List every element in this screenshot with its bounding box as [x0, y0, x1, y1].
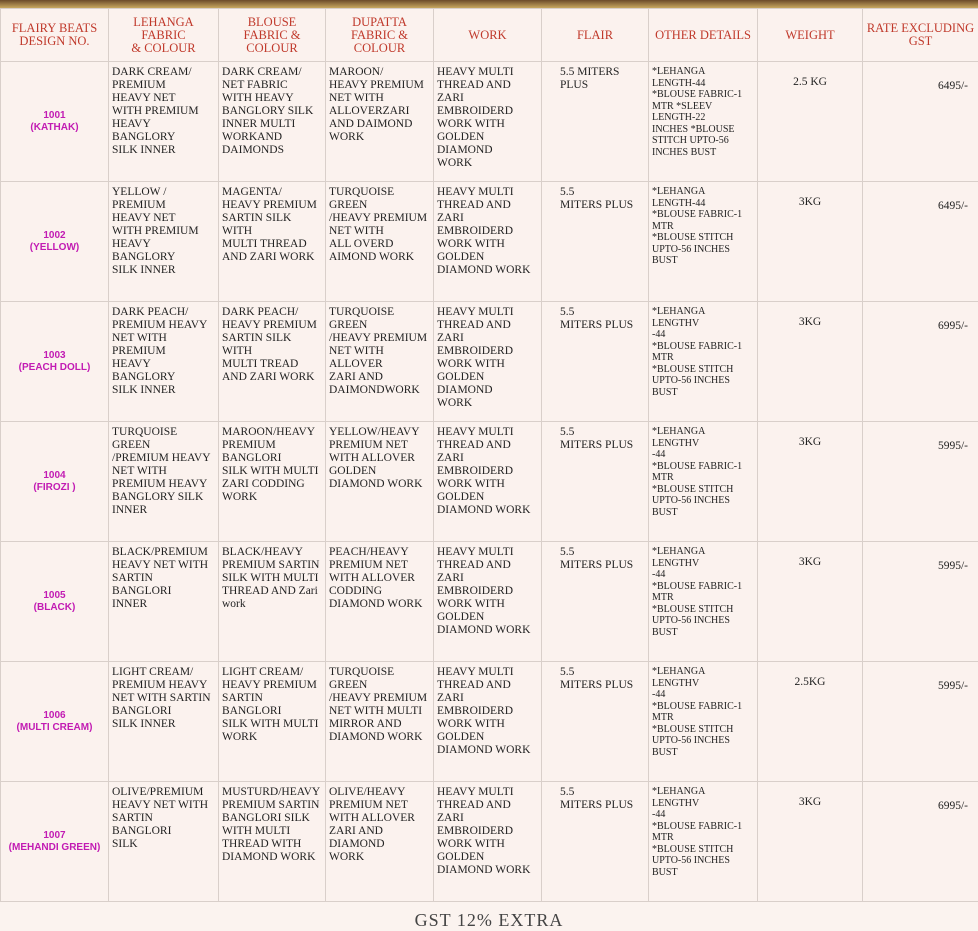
cell-work: HEAVY MULTI THREAD AND ZARI EMBROIDERD W… — [434, 62, 542, 182]
cell-dupatta-fabric: TURQUOISE GREEN /HEAVY PREMIUM NET WITH … — [326, 662, 434, 782]
cell-work: HEAVY MULTI THREAD AND ZARI EMBROIDERD W… — [434, 782, 542, 902]
cell-weight: 3KG — [758, 422, 863, 542]
cell-rate: 6995/- — [863, 782, 978, 902]
cell-blouse-fabric: MAROON/HEAVY PREMIUM BANGLORI SILK WITH … — [219, 422, 326, 542]
column-header: WORK — [434, 9, 542, 62]
cell-lehanga-fabric: BLACK/PREMIUM HEAVY NET WITH SARTIN BANG… — [109, 542, 219, 662]
cell-other-details: *LEHANGA LENGTHV -44 *BLOUSE FABRIC-1 MT… — [649, 302, 758, 422]
cell-blouse-fabric: DARK PEACH/ HEAVY PREMIUM SARTIN SILK WI… — [219, 302, 326, 422]
cell-weight: 2.5 KG — [758, 62, 863, 182]
cell-lehanga-fabric: YELLOW / PREMIUM HEAVY NET WITH PREMIUM … — [109, 182, 219, 302]
cell-rate: 6495/- — [863, 182, 978, 302]
cell-other-details: *LEHANGA LENGTHV -44 *BLOUSE FABRIC-1 MT… — [649, 422, 758, 542]
cell-weight: 3KG — [758, 302, 863, 422]
cell-weight: 2.5KG — [758, 662, 863, 782]
table-row: 1006 (MULTI CREAM)LIGHT CREAM/ PREMIUM H… — [1, 662, 978, 782]
column-header: BLOUSE FABRIC & COLOUR — [219, 9, 326, 62]
cell-other-details: *LEHANGA LENGTH-44 *BLOUSE FABRIC-1 MTR … — [649, 182, 758, 302]
cell-work: HEAVY MULTI THREAD AND ZARI EMBROIDERD W… — [434, 422, 542, 542]
cell-blouse-fabric: MAGENTA/ HEAVY PREMIUM SARTIN SILK WITH … — [219, 182, 326, 302]
cell-other-details: *LEHANGA LENGTHV -44 *BLOUSE FABRIC-1 MT… — [649, 542, 758, 662]
cell-dupatta-fabric: MAROON/ HEAVY PREMIUM NET WITH ALLOVERZA… — [326, 62, 434, 182]
cell-lehanga-fabric: DARK CREAM/ PREMIUM HEAVY NET WITH PREMI… — [109, 62, 219, 182]
cell-design-no: 1004 (FIROZI ) — [1, 422, 109, 542]
cell-design-no: 1006 (MULTI CREAM) — [1, 662, 109, 782]
cell-flair: 5.5 MITERS PLUS — [542, 422, 649, 542]
table-row: 1003 (PEACH DOLL)DARK PEACH/ PREMIUM HEA… — [1, 302, 978, 422]
cell-dupatta-fabric: TURQUOISE GREEN /HEAVY PREMIUM NET WITH … — [326, 182, 434, 302]
cell-lehanga-fabric: DARK PEACH/ PREMIUM HEAVY NET WITH PREMI… — [109, 302, 219, 422]
table-row: 1004 (FIROZI )TURQUOISE GREEN /PREMIUM H… — [1, 422, 978, 542]
column-header: WEIGHT — [758, 9, 863, 62]
column-header: LEHANGA FABRIC & COLOUR — [109, 9, 219, 62]
column-header: DUPATTA FABRIC & COLOUR — [326, 9, 434, 62]
cell-flair: 5.5 MITERS PLUS — [542, 182, 649, 302]
cell-work: HEAVY MULTI THREAD AND ZARI EMBROIDERD W… — [434, 302, 542, 422]
cell-blouse-fabric: BLACK/HEAVY PREMIUM SARTIN SILK WITH MUL… — [219, 542, 326, 662]
table-row: 1005 (BLACK)BLACK/PREMIUM HEAVY NET WITH… — [1, 542, 978, 662]
cell-design-no: 1005 (BLACK) — [1, 542, 109, 662]
cell-rate: 5995/- — [863, 422, 978, 542]
cell-weight: 3KG — [758, 542, 863, 662]
cell-rate: 5995/- — [863, 662, 978, 782]
column-header: RATE EXCLUDING GST — [863, 9, 978, 62]
column-header: FLAIR — [542, 9, 649, 62]
cell-other-details: *LEHANGA LENGTHV -44 *BLOUSE FABRIC-1 MT… — [649, 662, 758, 782]
cell-lehanga-fabric: OLIVE/PREMIUM HEAVY NET WITH SARTIN BANG… — [109, 782, 219, 902]
cell-design-no: 1002 (YELLOW) — [1, 182, 109, 302]
top-border — [0, 0, 978, 8]
cell-blouse-fabric: LIGHT CREAM/ HEAVY PREMIUM SARTIN BANGLO… — [219, 662, 326, 782]
cell-design-no: 1001 (KATHAK) — [1, 62, 109, 182]
cell-weight: 3KG — [758, 782, 863, 902]
cell-flair: 5.5 MITERS PLUS — [542, 782, 649, 902]
cell-dupatta-fabric: YELLOW/HEAVY PREMIUM NET WITH ALLOVER GO… — [326, 422, 434, 542]
table-row: 1002 (YELLOW)YELLOW / PREMIUM HEAVY NET … — [1, 182, 978, 302]
cell-other-details: *LEHANGA LENGTHV -44 *BLOUSE FABRIC-1 MT… — [649, 782, 758, 902]
cell-blouse-fabric: DARK CREAM/ NET FABRIC WITH HEAVY BANGLO… — [219, 62, 326, 182]
cell-flair: 5.5 MITERS PLUS — [542, 62, 649, 182]
cell-lehanga-fabric: TURQUOISE GREEN /PREMIUM HEAVY NET WITH … — [109, 422, 219, 542]
table-row: 1007 (MEHANDI GREEN)OLIVE/PREMIUM HEAVY … — [1, 782, 978, 902]
cell-rate: 5995/- — [863, 542, 978, 662]
cell-work: HEAVY MULTI THREAD AND ZARI EMBROIDERD W… — [434, 542, 542, 662]
gst-note: GST 12% EXTRA — [0, 902, 978, 931]
cell-weight: 3KG — [758, 182, 863, 302]
column-header: FLAIRY BEATS DESIGN NO. — [1, 9, 109, 62]
cell-dupatta-fabric: TURQUOISE GREEN /HEAVY PREMIUM NET WITH … — [326, 302, 434, 422]
table-row: 1001 (KATHAK)DARK CREAM/ PREMIUM HEAVY N… — [1, 62, 978, 182]
cell-flair: 5.5 MITERS PLUS — [542, 542, 649, 662]
cell-dupatta-fabric: OLIVE/HEAVY PREMIUM NET WITH ALLOVER ZAR… — [326, 782, 434, 902]
cell-rate: 6495/- — [863, 62, 978, 182]
price-table: FLAIRY BEATS DESIGN NO.LEHANGA FABRIC & … — [0, 8, 978, 902]
cell-design-no: 1007 (MEHANDI GREEN) — [1, 782, 109, 902]
cell-rate: 6995/- — [863, 302, 978, 422]
cell-flair: 5.5 MITERS PLUS — [542, 302, 649, 422]
cell-dupatta-fabric: PEACH/HEAVY PREMIUM NET WITH ALLOVER COD… — [326, 542, 434, 662]
cell-work: HEAVY MULTI THREAD AND ZARI EMBROIDERD W… — [434, 182, 542, 302]
cell-lehanga-fabric: LIGHT CREAM/ PREMIUM HEAVY NET WITH SART… — [109, 662, 219, 782]
cell-work: HEAVY MULTI THREAD AND ZARI EMBROIDERD W… — [434, 662, 542, 782]
header-row: FLAIRY BEATS DESIGN NO.LEHANGA FABRIC & … — [1, 9, 978, 62]
cell-blouse-fabric: MUSTURD/HEAVY PREMIUM SARTIN BANGLORI SI… — [219, 782, 326, 902]
column-header: OTHER DETAILS — [649, 9, 758, 62]
cell-flair: 5.5 MITERS PLUS — [542, 662, 649, 782]
cell-other-details: *LEHANGA LENGTH-44 *BLOUSE FABRIC-1 MTR … — [649, 62, 758, 182]
cell-design-no: 1003 (PEACH DOLL) — [1, 302, 109, 422]
